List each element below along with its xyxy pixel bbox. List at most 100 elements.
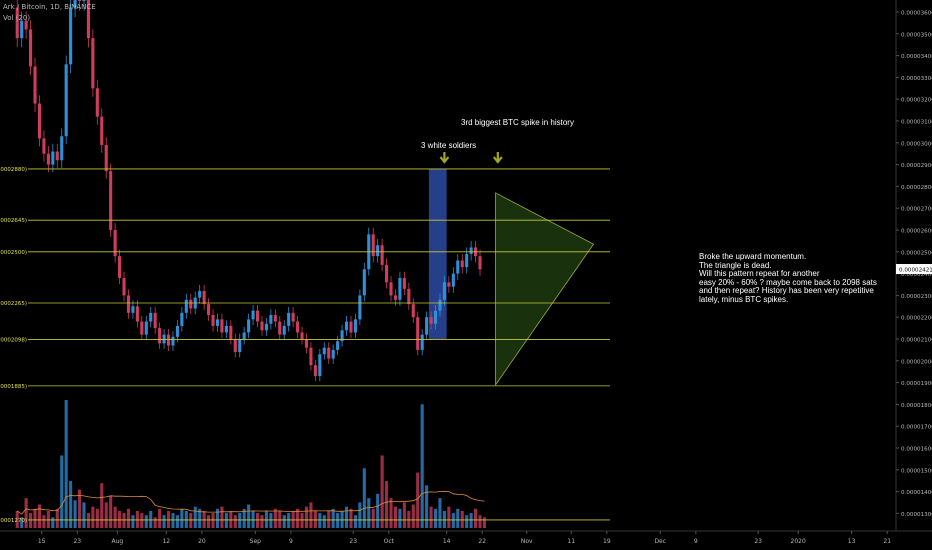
idea-line: The triangle is dead. [699, 260, 772, 270]
candle-body [15, 7, 19, 39]
candle-body [91, 38, 95, 89]
time-tick-label: Aug [111, 538, 123, 545]
candle-body [37, 103, 42, 139]
volume-bar [313, 510, 317, 528]
candle-body [180, 312, 184, 326]
symbol-header: Ark / Bitcoin, 1D, BINANCE [3, 3, 96, 11]
idea-line: easy 20% - 60% ? maybe come back to 2098… [699, 277, 877, 287]
candle-body [238, 339, 242, 353]
annotation-arrow [492, 152, 503, 164]
candle-body [429, 317, 433, 324]
candle-body [420, 334, 424, 350]
volume-bar [367, 498, 371, 528]
candle-body [135, 306, 139, 322]
volume-bar [215, 508, 220, 528]
volume-bar [420, 404, 424, 528]
volume-bar [224, 513, 228, 528]
volume-bar [296, 508, 300, 528]
candle-body [300, 332, 304, 339]
candle-body [73, 0, 77, 8]
time-tick-label: 2020 [791, 538, 806, 545]
fib-level-label: 0(0.00002880) [0, 167, 27, 173]
candle-body [456, 260, 460, 274]
candle-body [126, 295, 131, 313]
soldiers-annotation: 3 white soldiers [421, 141, 477, 150]
price-tick-label: 0.00002300 [901, 294, 932, 300]
volume-bar [349, 508, 353, 528]
time-tick-label: 9 [289, 538, 293, 545]
candle-body [260, 321, 264, 331]
volume-bar [358, 502, 362, 528]
candle-body [207, 304, 211, 316]
volume-bar [113, 506, 117, 528]
candle-body [131, 306, 135, 313]
candle-body [20, 20, 24, 39]
candle-body [385, 264, 389, 283]
candle-body [64, 64, 68, 137]
volume-bar [380, 455, 384, 528]
volume-bar [175, 515, 179, 528]
volume-bar [220, 506, 224, 528]
candle-body [411, 304, 415, 318]
price-tick-label: 0.00001300 [901, 512, 932, 518]
volume-bar [376, 493, 380, 528]
time-tick-label: 23 [754, 538, 762, 545]
price-tick-label: 0.00002600 [901, 229, 932, 235]
candle-body [69, 7, 73, 65]
time-tick-label: Nov [521, 538, 533, 545]
candle-body [215, 319, 220, 326]
price-tick-label: 0.00001900 [901, 381, 932, 387]
volume-bar [238, 513, 242, 528]
candle-body [371, 234, 375, 257]
volume-bar [416, 472, 420, 528]
volume-bar [20, 517, 24, 528]
volume-bar [135, 510, 139, 528]
candle-body [273, 315, 277, 322]
candle-body [242, 332, 246, 339]
candle-body [113, 230, 117, 257]
candle-body [322, 347, 326, 355]
candle-body [362, 269, 366, 296]
candle-body [264, 323, 268, 331]
candle-body [202, 291, 206, 305]
volume-bar [469, 513, 473, 528]
candle-body [469, 247, 473, 254]
candle-body [60, 136, 64, 161]
candle-body [451, 273, 455, 287]
candle-body [29, 29, 33, 67]
candle-body [24, 20, 28, 30]
volume-bar [15, 510, 19, 528]
volume-bar [309, 502, 313, 528]
candle-body [447, 282, 451, 287]
time-tick-label: 9 [694, 538, 698, 545]
volume-bar [353, 515, 357, 528]
volume-bar [153, 517, 157, 528]
candle-body [269, 315, 273, 324]
volume-header: Vol (20) [3, 14, 31, 22]
price-tick-label: 0.00002200 [901, 316, 932, 322]
candle-body [158, 328, 162, 344]
candle-body [340, 330, 344, 342]
candle-body [189, 299, 193, 309]
volume-bar [42, 515, 46, 528]
candle-body [407, 288, 411, 305]
candle-body [358, 295, 362, 320]
triangle-pattern [495, 192, 595, 387]
volume-bar [184, 510, 188, 528]
time-tick-label: 14 [443, 538, 451, 545]
candle-body [149, 312, 153, 322]
candle-body [304, 339, 309, 348]
fib-level-label: 0.236(0.00002645) [0, 218, 27, 224]
candle-body [42, 138, 46, 154]
price-tick-label: 0.00002800 [901, 185, 932, 191]
volume-bar [91, 506, 95, 528]
idea-text: Broke the upward momentum. The triangle … [699, 252, 877, 305]
fib-level-label: 0.382(0.00002500) [0, 250, 27, 256]
candle-body [77, 0, 82, 2]
price-tick-label: 0.00003500 [901, 32, 932, 38]
price-tick-label: 0.00003300 [901, 76, 932, 82]
volume-bar [407, 510, 411, 528]
candle-body [251, 310, 255, 320]
price-tick-label: 0.00003600 [901, 11, 932, 17]
